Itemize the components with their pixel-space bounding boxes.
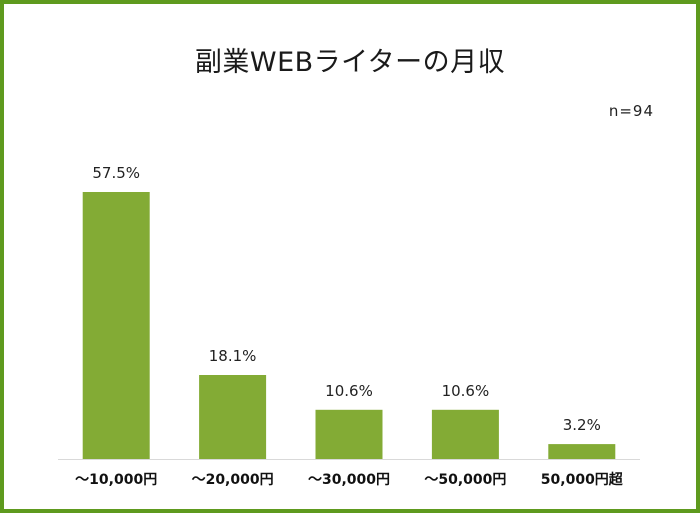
bars-layer [82, 192, 616, 459]
category-label-2: ～20,000円 [192, 472, 274, 488]
bar-3 [315, 409, 383, 459]
value-label-1: 57.5% [92, 164, 140, 182]
category-label-3: ～30,000円 [308, 472, 390, 488]
category-label-5: 50,000円超 [541, 471, 624, 488]
value-label-2: 18.1% [209, 347, 257, 365]
bar-1 [82, 192, 150, 459]
bar-2 [199, 375, 267, 459]
value-label-4: 10.6% [442, 382, 490, 400]
category-label-1: ～10,000円 [75, 472, 157, 488]
value-label-3: 10.6% [325, 382, 373, 400]
bar-5 [548, 444, 616, 459]
category-label-4: ～50,000円 [424, 472, 506, 488]
bar-4 [431, 409, 499, 459]
labels-layer: 57.5% ～10,000円 18.1% ～20,000円 10.6% ～30,000円 1… [75, 164, 624, 488]
value-label-5: 3.2% [563, 416, 601, 434]
chart-title: 副業WEBライターの月収 [194, 47, 506, 78]
sample-size-label: n=94 [608, 102, 654, 120]
